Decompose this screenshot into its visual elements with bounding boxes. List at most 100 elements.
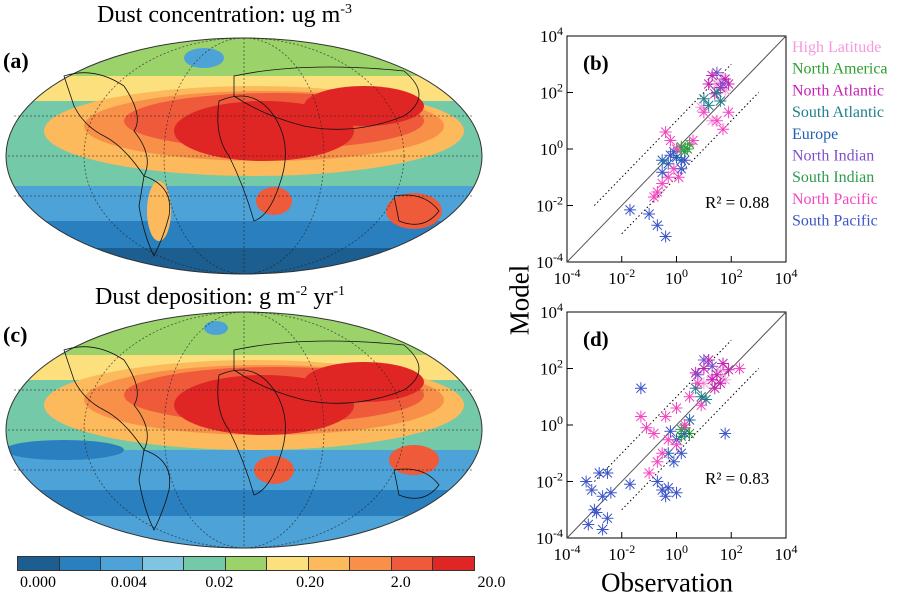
data-point	[590, 506, 603, 519]
data-point	[719, 73, 732, 86]
tick-label: 10-4	[536, 526, 563, 548]
tick-label: 100	[665, 266, 688, 288]
data-point	[656, 154, 669, 167]
panel-a-title: Dust concentration: ug m-3	[97, 2, 352, 28]
data-point	[662, 481, 675, 494]
tick-label: 100	[540, 413, 563, 435]
data-point	[667, 455, 680, 468]
data-point	[647, 427, 660, 440]
legend-entry: North Atlantic	[792, 82, 884, 99]
data-point	[675, 162, 688, 175]
tick-label: 104	[775, 266, 798, 288]
tick-label: 100	[540, 137, 563, 159]
data-point	[596, 523, 609, 536]
data-point	[722, 106, 735, 119]
data-point	[689, 382, 702, 395]
data-point	[706, 360, 719, 373]
tick-label: 102	[540, 81, 563, 103]
legend-entry: Europe	[792, 126, 838, 143]
colorbar-swatch	[59, 557, 102, 570]
panel-label: (b)	[583, 51, 609, 75]
data-point	[659, 125, 672, 138]
colorbar-swatch	[225, 557, 268, 570]
colorbar-tick-label: 0.20	[296, 574, 325, 591]
data-point	[664, 134, 677, 147]
colorbar-swatch	[308, 557, 351, 570]
data-point	[708, 87, 721, 100]
data-point	[670, 486, 683, 499]
data-point	[623, 478, 636, 491]
data-point	[634, 382, 647, 395]
legend-entry: South Atlantic	[792, 104, 884, 121]
legend-entry: North Pacific	[792, 191, 878, 208]
tick-label: 10-4	[536, 250, 563, 272]
legend-entry: South Pacific	[792, 213, 878, 230]
tick-label: 10-2	[608, 266, 635, 288]
data-point	[672, 171, 685, 184]
data-point	[700, 393, 713, 406]
data-point	[582, 518, 595, 531]
factor-10-upper-line	[594, 63, 732, 206]
data-point	[691, 368, 704, 381]
data-point	[702, 99, 715, 112]
colorbar-tick-label: 20.0	[477, 574, 506, 591]
colorbar-tick-label: 0.000	[20, 574, 56, 591]
data-point	[686, 134, 699, 147]
y-axis-title: Model	[504, 264, 535, 336]
tick-label: 10-2	[536, 470, 563, 492]
factor-10-lower-line	[621, 92, 759, 235]
data-point	[664, 149, 677, 162]
data-point	[719, 427, 732, 440]
data-point	[585, 484, 598, 497]
data-point	[640, 421, 653, 434]
colorbar-swatch	[184, 557, 226, 570]
data-point	[670, 438, 683, 451]
panel-label: (d)	[583, 327, 609, 351]
colorbar-swatch	[142, 557, 185, 570]
r2-annotation: R² = 0.88	[705, 193, 769, 212]
panel-c-label: (c)	[3, 322, 28, 347]
data-point	[714, 95, 727, 108]
data-point	[659, 490, 672, 503]
data-point	[601, 512, 614, 525]
data-point	[675, 447, 688, 460]
colorbar-tick-label: 0.004	[110, 574, 147, 591]
panel-a-label: (a)	[3, 48, 29, 73]
data-point	[722, 363, 735, 376]
data-point	[708, 382, 721, 395]
tick-label: 10-4	[554, 542, 581, 564]
x-axis-title: Observation	[601, 567, 733, 598]
data-point	[623, 203, 636, 216]
data-point	[678, 419, 691, 431]
data-point	[651, 475, 664, 488]
data-point	[593, 466, 606, 479]
colorbar-swatch	[433, 557, 475, 570]
data-point	[717, 123, 730, 136]
data-point	[634, 410, 647, 423]
data-point	[604, 486, 617, 499]
data-point	[695, 101, 708, 114]
data-point	[702, 77, 715, 90]
tick-label: 10-2	[536, 194, 563, 216]
tick-label: 10-2	[608, 542, 635, 564]
data-point	[656, 177, 669, 190]
tick-label: 100	[665, 542, 688, 564]
data-point	[643, 208, 656, 221]
data-point	[691, 377, 704, 390]
scatter-panel-d: 10-410-4 10-2 10-2 100 100 102 102 104 104 (d) R² …	[536, 300, 798, 564]
colorbar-tick-label: 0.02	[205, 574, 234, 591]
data-point	[656, 166, 669, 179]
data-point	[662, 433, 675, 446]
data-point	[710, 66, 723, 79]
scatter-panels: 10-410-410-210-2100100102102104104(b)R² …	[536, 24, 888, 564]
legend-entry: South Indian	[792, 169, 874, 186]
colorbar-swatch	[267, 557, 309, 570]
colorbar	[17, 556, 475, 571]
legend-entry: North America	[792, 61, 888, 78]
factor-10-upper-line	[594, 339, 732, 482]
colorbar-swatch	[101, 557, 143, 570]
legend-entry: North Indian	[792, 148, 874, 165]
data-point	[662, 171, 675, 184]
dust-deposition-map	[5, 311, 483, 549]
panel-c-title: Dust deposition: g m-2 yr-1	[95, 284, 346, 310]
